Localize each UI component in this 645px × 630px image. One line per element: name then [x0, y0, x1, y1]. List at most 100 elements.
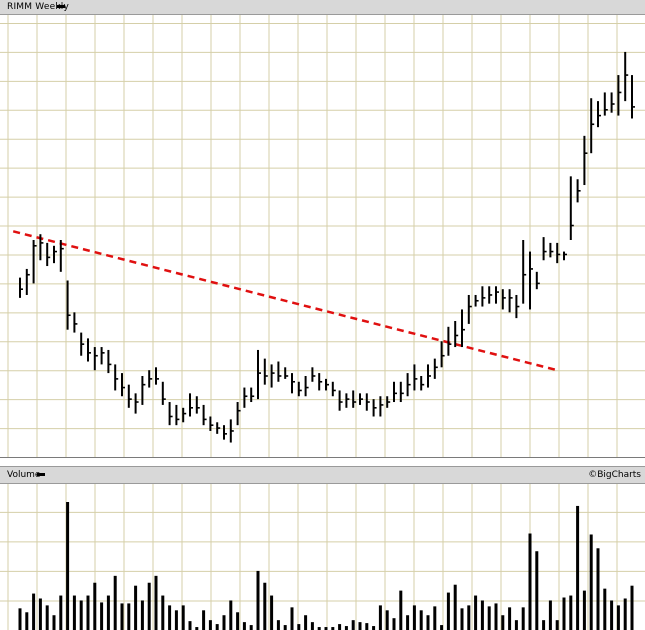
- ohlc-bar: [603, 92, 608, 116]
- volume-bar: [59, 595, 63, 630]
- ohlc-bar: [141, 375, 146, 405]
- volume-bar: [100, 602, 104, 630]
- ohlc-bar: [413, 364, 418, 391]
- ohlc-bar: [549, 242, 554, 258]
- ohlc-bar: [66, 280, 71, 330]
- volume-bar: [399, 590, 403, 630]
- volume-bar: [623, 598, 627, 630]
- price-chart: [0, 15, 645, 458]
- volume-bar: [514, 620, 518, 630]
- credit-text: ©BigCharts: [588, 470, 641, 480]
- volume-bar: [351, 620, 355, 630]
- ohlc-bar: [155, 367, 159, 385]
- volume-bar: [392, 618, 396, 630]
- volume-bar: [93, 582, 97, 630]
- ohlc-bar: [161, 381, 166, 405]
- ohlc-bar: [488, 286, 493, 304]
- ohlc-bar: [46, 242, 51, 267]
- volume-bar: [569, 595, 573, 630]
- ohlc-bar: [617, 75, 622, 116]
- volume-bar: [317, 627, 321, 630]
- volume-bar: [610, 600, 614, 630]
- volume-bar: [181, 605, 185, 630]
- volume-bar: [372, 626, 376, 630]
- volume-bar: [256, 570, 260, 630]
- ohlc-bar: [114, 364, 119, 391]
- ohlc-bar: [257, 349, 261, 400]
- ohlc-bar: [59, 240, 64, 272]
- collapse-dash-icon[interactable]: [37, 473, 45, 476]
- volume-bar: [480, 600, 484, 630]
- volume-bar: [52, 615, 56, 630]
- volume-label: Volume: [7, 470, 41, 480]
- volume-bar: [140, 600, 144, 630]
- ohlc-bar: [202, 404, 207, 426]
- ohlc-bar: [576, 179, 581, 203]
- volume-bar: [86, 595, 90, 630]
- volume-bar: [542, 620, 546, 630]
- volume-bar: [79, 600, 83, 630]
- volume-bar: [426, 615, 430, 630]
- volume-bar: [276, 620, 280, 630]
- ohlc-bar: [495, 286, 499, 304]
- ohlc-bar: [216, 422, 221, 434]
- volume-bar: [66, 502, 70, 630]
- ohlc-bar: [19, 277, 23, 298]
- volume-bar: [440, 625, 444, 630]
- ohlc-bar: [39, 234, 44, 261]
- volume-bar: [147, 582, 151, 630]
- volume-bar: [106, 595, 110, 630]
- ohlc-bar: [223, 425, 227, 440]
- ohlc-bar: [481, 286, 486, 307]
- volume-bar: [596, 548, 600, 630]
- volume-bar: [263, 582, 267, 630]
- ohlc-bar: [291, 373, 295, 394]
- volume-bar: [154, 575, 158, 630]
- ohlc-bar: [107, 349, 112, 374]
- ohlc-bar: [73, 312, 78, 333]
- ohlc-bar: [542, 237, 547, 261]
- ohlc-bar: [590, 98, 595, 154]
- volume-bar: [45, 605, 49, 630]
- ohlc-bar: [263, 358, 268, 385]
- ohlc-bar: [583, 135, 588, 186]
- chart-title: RIMM Weekly: [7, 2, 69, 12]
- volume-bar: [365, 623, 369, 630]
- ohlc-bar: [284, 367, 289, 379]
- volume-bar: [589, 534, 593, 630]
- ohlc-bar: [304, 375, 309, 397]
- volume-bar: [195, 627, 199, 630]
- ohlc-bar: [393, 381, 397, 403]
- volume-bar: [72, 595, 76, 630]
- ohlc-bar: [624, 51, 629, 102]
- ohlc-bar: [386, 396, 391, 408]
- ohlc-bar: [563, 251, 567, 261]
- volume-bar: [528, 533, 532, 630]
- ohlc-bar: [134, 393, 139, 414]
- volume-bar: [249, 625, 253, 630]
- collapse-dash-icon[interactable]: [57, 5, 65, 8]
- ohlc-bar: [93, 347, 98, 371]
- volume-panel-header: Volume ©BigCharts: [0, 466, 645, 484]
- ohlc-bar: [325, 378, 329, 391]
- volume-bar: [127, 603, 131, 630]
- ohlc-bar: [331, 381, 336, 397]
- ohlc-bar: [80, 332, 85, 356]
- ohlc-bar: [345, 393, 350, 408]
- volume-bar: [202, 610, 206, 630]
- volume-bar: [467, 605, 471, 630]
- ohlc-bar: [454, 321, 459, 348]
- volume-bar: [562, 597, 566, 630]
- ohlc-bar: [597, 101, 601, 128]
- volume-bar: [460, 608, 464, 630]
- volume-bar: [18, 608, 22, 630]
- ohlc-bar: [229, 419, 234, 443]
- ohlc-bar: [311, 367, 316, 382]
- volume-bar: [38, 598, 42, 630]
- volume-bar: [25, 612, 29, 630]
- volume-bar: [310, 622, 314, 630]
- volume-bar: [161, 595, 165, 630]
- volume-bar: [453, 584, 457, 630]
- ohlc-bar: [277, 361, 282, 382]
- ohlc-bar: [182, 407, 187, 423]
